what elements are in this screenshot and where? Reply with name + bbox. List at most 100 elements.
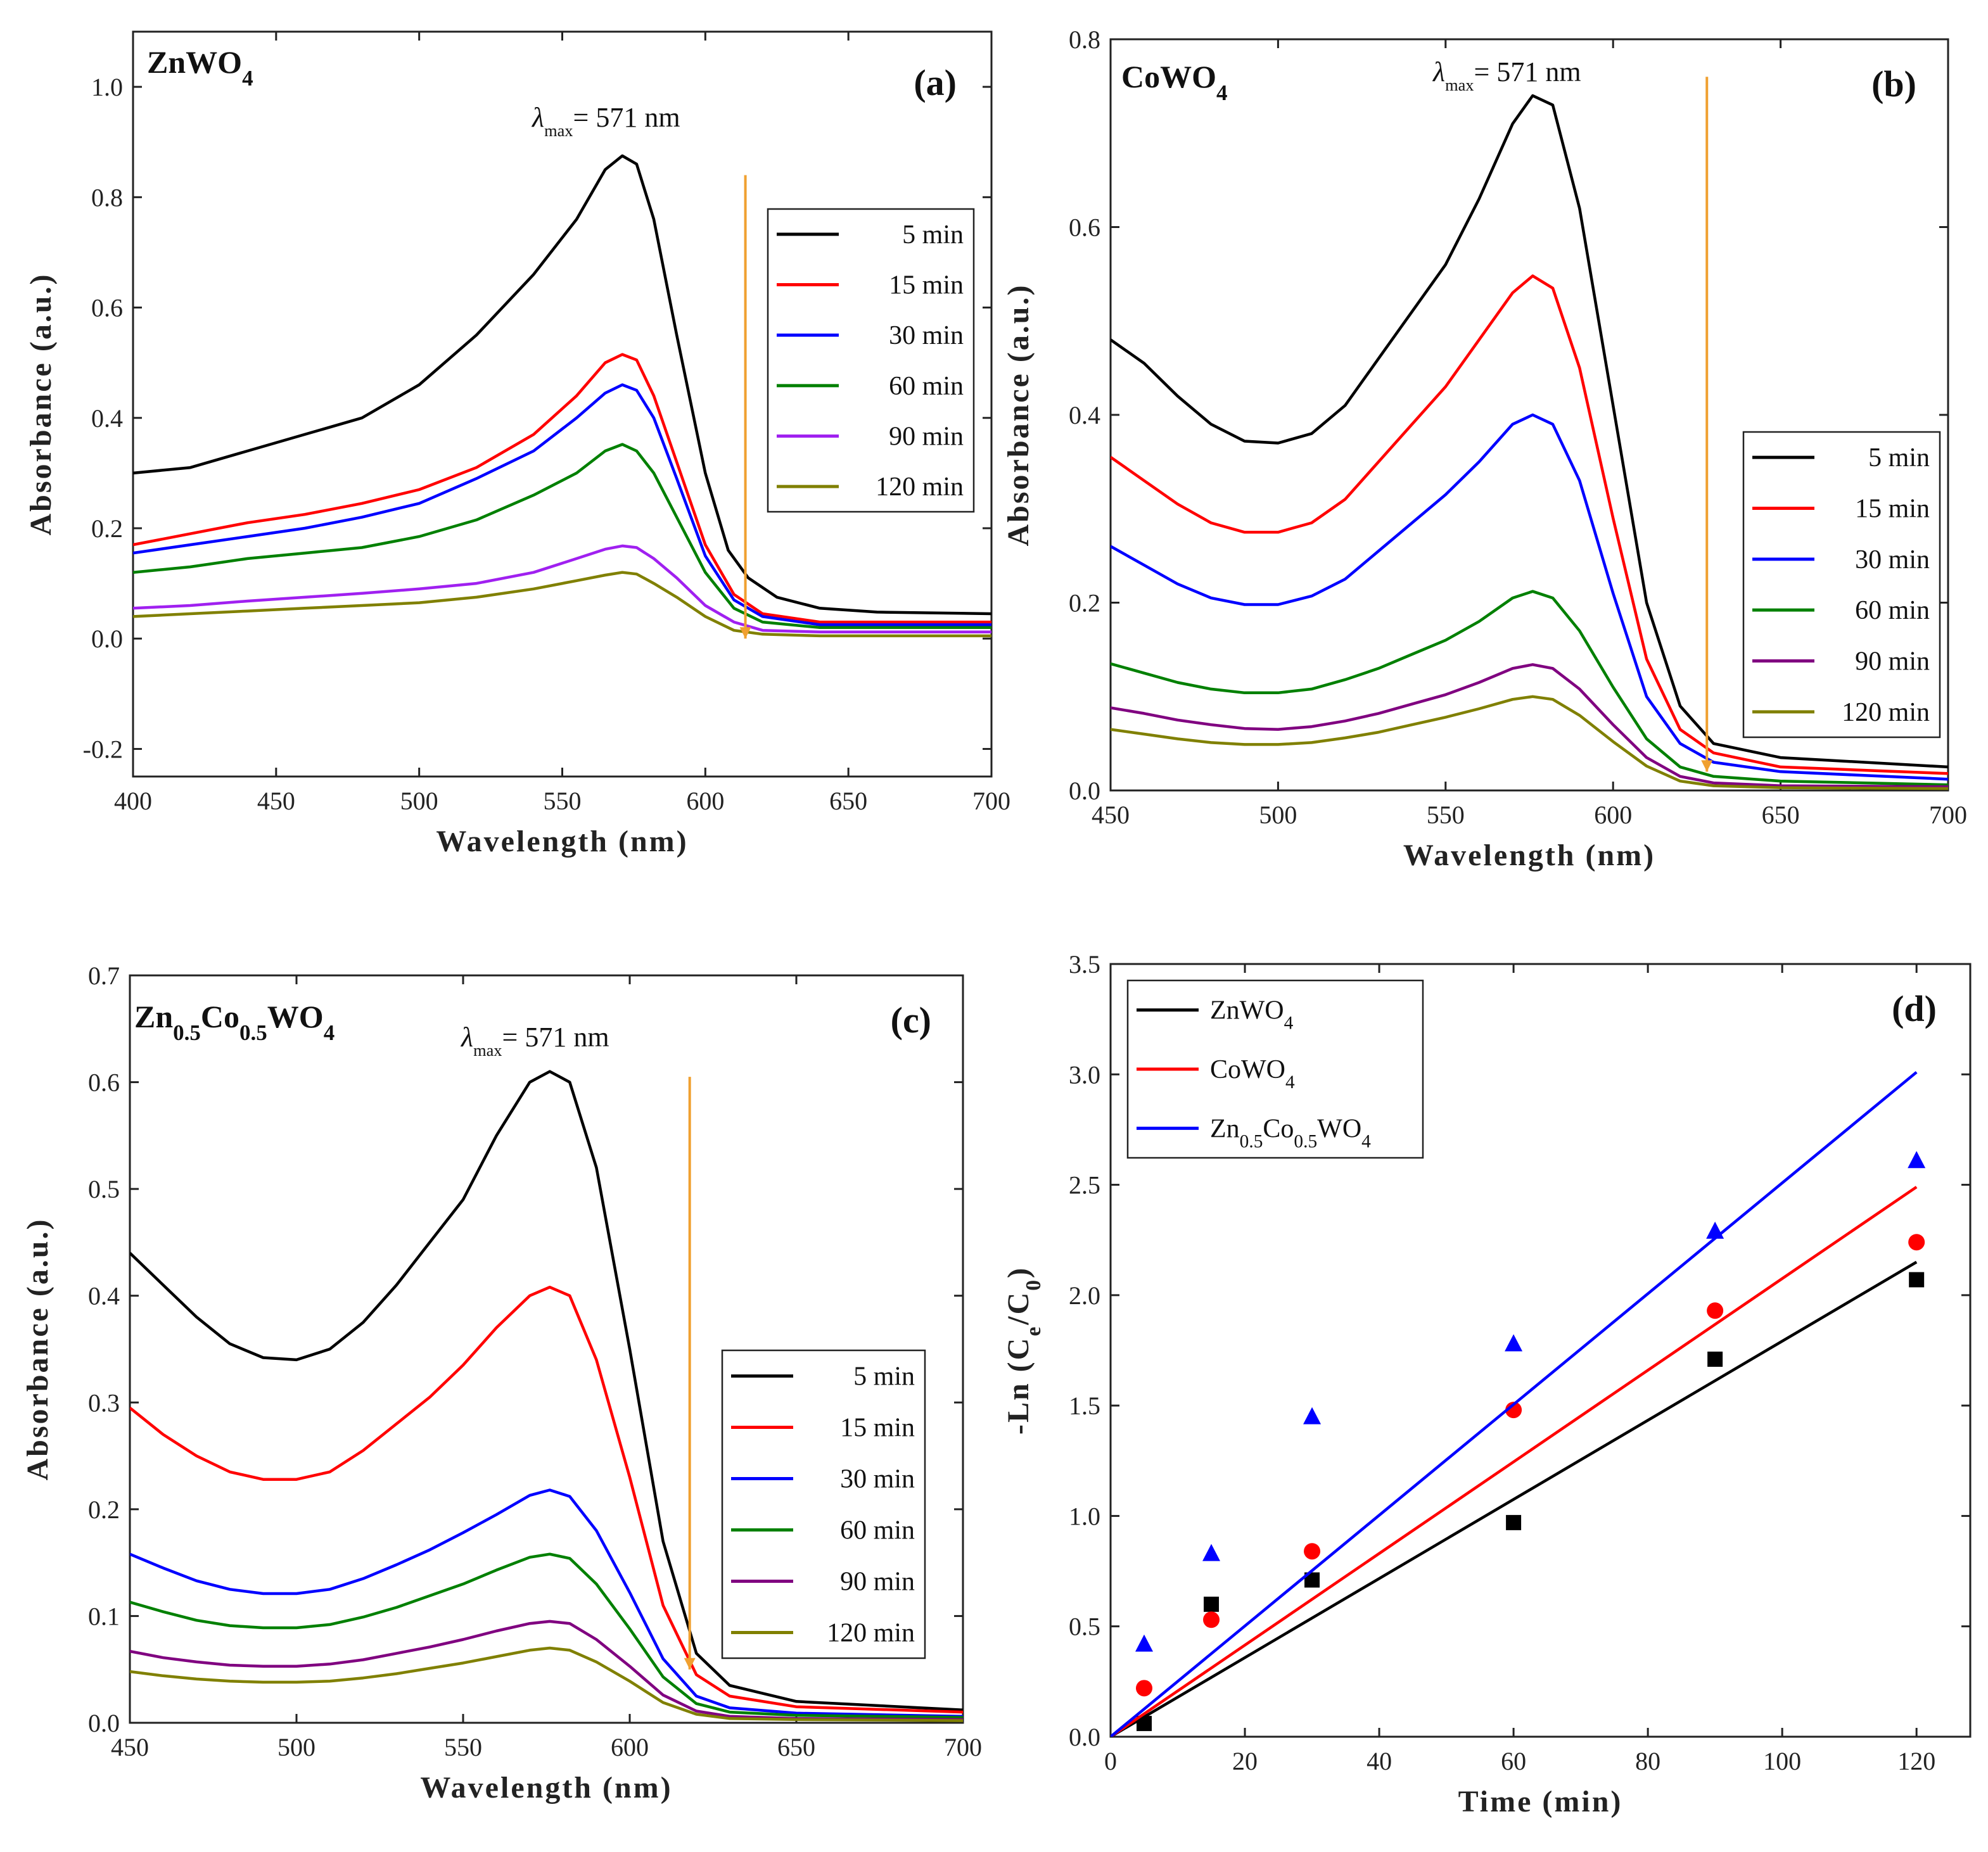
y-tick-label: 3.5	[1069, 950, 1100, 979]
compound-label: ZnWO4	[147, 44, 253, 91]
series-line-90-min	[1111, 663, 1948, 789]
legend: 5 min 15 min 30 min 60 min 90 min 120 min	[767, 208, 975, 513]
legend-label: 60 min	[889, 372, 964, 401]
legend-label: 120 min	[1842, 698, 1930, 727]
y-tick-label: 0.4	[88, 1282, 120, 1310]
series-line-90-min	[130, 1620, 963, 1722]
data-point-circle	[1505, 1402, 1522, 1419]
x-tick-label: 650	[829, 787, 867, 815]
legend-label: 15 min	[889, 271, 964, 300]
legend-label: Zn0.5Co0.5WO4	[1210, 1114, 1371, 1151]
series-line-30-min	[133, 383, 991, 626]
legend-label: 60 min	[840, 1516, 915, 1545]
series-line-5-min	[1111, 94, 1948, 769]
x-tick-label: 700	[972, 787, 1010, 815]
series-line-30-min	[1111, 413, 1948, 781]
y-tick-label: 0.0	[1069, 777, 1100, 805]
data-point-triangle	[1135, 1634, 1154, 1652]
fit-line	[1111, 1186, 1918, 1737]
x-tick-label: 80	[1635, 1747, 1660, 1775]
legend: 5 min 15 min 30 min 60 min 90 min 120 min	[721, 1349, 926, 1659]
decrease-arrow-head	[684, 1658, 696, 1670]
y-tick-label: 0.0	[91, 625, 123, 653]
panel-d-kinetics: 0 20 40 60 80 100 120 0.0 0.5 1.0 1.5 2.0 2.5 3.0 3.5 T…	[1002, 950, 1972, 1818]
decrease-arrow-head	[739, 627, 751, 639]
data-point-triangle	[1908, 1151, 1926, 1169]
data-point-triangle	[1706, 1221, 1724, 1239]
legend-label: 30 min	[840, 1465, 915, 1494]
y-tick-label: 0.4	[1069, 401, 1100, 429]
x-tick-label: 600	[1594, 801, 1632, 829]
series-line-5-min	[133, 154, 991, 616]
y-tick-label: 0.5	[1069, 1613, 1100, 1641]
y-tick-label: 0.8	[91, 183, 123, 212]
y-tick-label: 0.6	[1069, 213, 1100, 242]
data-point-circle	[1136, 1680, 1153, 1697]
y-tick-label: 2.5	[1069, 1171, 1100, 1200]
legend: ZnWO4 CoWO4 Zn0.5Co0.5WO4	[1126, 979, 1424, 1159]
data-point-circle	[1304, 1543, 1321, 1560]
legend-box	[1742, 431, 1941, 739]
series-line-90-min	[133, 544, 991, 634]
spectra-group	[133, 154, 991, 638]
data-point-circle	[1203, 1611, 1220, 1628]
x-tick-label: 550	[1427, 801, 1465, 829]
y-tick-label: 0.7	[88, 961, 120, 990]
x-tick-label: 450	[257, 787, 295, 815]
spectra-group	[130, 1070, 963, 1722]
y-tick-label: -0.2	[83, 735, 123, 763]
series-line-15-min	[130, 1285, 963, 1714]
legend-label: 5 min	[1868, 443, 1930, 473]
fit-line	[1111, 1260, 1918, 1737]
x-tick-label: 40	[1367, 1747, 1392, 1775]
legend-label: 15 min	[840, 1414, 915, 1443]
series-line-120-min	[130, 1646, 963, 1722]
x-tick-label: 500	[277, 1733, 315, 1761]
x-tick-label: 500	[400, 787, 438, 815]
x-axis-title: Time (min)	[1458, 1785, 1623, 1818]
data-point-triangle	[1303, 1407, 1322, 1424]
lambda-max-label: λmax= 571 nm	[1432, 56, 1581, 94]
data-point-triangle	[1202, 1544, 1221, 1561]
series-line-60-min	[133, 443, 991, 630]
data-point-square	[1506, 1514, 1522, 1530]
x-tick-label: 650	[1762, 801, 1800, 829]
x-tick-label: 20	[1232, 1747, 1258, 1775]
panel-letter: (b)	[1871, 63, 1916, 105]
legend-label: 5 min	[902, 220, 964, 250]
y-tick-label: 2.0	[1069, 1281, 1100, 1310]
x-tick-label: 450	[1092, 801, 1130, 829]
series-line-60-min	[130, 1552, 963, 1719]
series-line-15-min	[1111, 274, 1948, 775]
data-point-square	[1909, 1272, 1925, 1288]
spectra-group	[1111, 94, 1948, 790]
y-tick-label: 0.0	[88, 1709, 120, 1737]
x-tick-label: 700	[944, 1733, 982, 1761]
x-axis-title: Wavelength (nm)	[420, 1771, 672, 1804]
plot-frame	[1109, 963, 1972, 1738]
x-tick-label: 650	[777, 1733, 815, 1761]
legend-label: 120 min	[876, 473, 964, 502]
x-tick-label: 120	[1897, 1747, 1935, 1775]
x-axis-title: Wavelength (nm)	[1403, 839, 1655, 872]
y-tick-label: 0.2	[88, 1495, 120, 1524]
legend-label: 30 min	[889, 321, 964, 350]
y-tick-label: 0.5	[88, 1175, 120, 1203]
y-axis-title: Absorbance (a.u.)	[24, 272, 58, 535]
x-tick-label: 600	[686, 787, 724, 815]
fit-line	[1111, 1071, 1918, 1737]
y-tick-label: 0.0	[1069, 1723, 1100, 1751]
legend-label: ZnWO4	[1210, 996, 1294, 1034]
y-tick-label: 1.5	[1069, 1392, 1100, 1420]
panel-letter: (c)	[891, 999, 931, 1041]
x-tick-label: 500	[1259, 801, 1297, 829]
legend-label: 90 min	[889, 422, 964, 452]
panel-c-znco-absorbance: 450 500 550 600 650 700 0.0 0.1 0.2 0.3 0.4 0.5 0.6 0…	[21, 961, 982, 1804]
series-line-5-min	[130, 1070, 963, 1712]
legend-label: CoWO4	[1210, 1055, 1295, 1093]
legend-label: 30 min	[1855, 545, 1930, 574]
y-tick-label: 0.4	[91, 404, 123, 433]
y-tick-label: 0.6	[91, 294, 123, 322]
legend: 5 min 15 min 30 min 60 min 90 min 120 min	[1742, 431, 1941, 739]
